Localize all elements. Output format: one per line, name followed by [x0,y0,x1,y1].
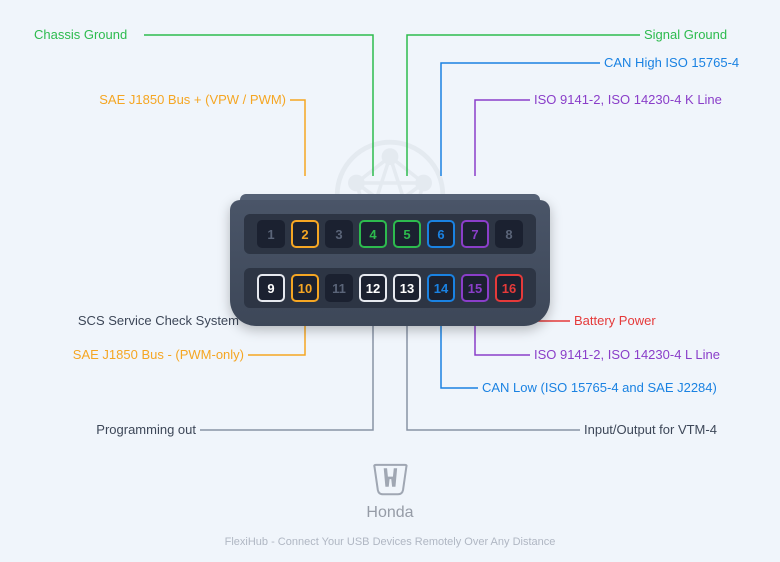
label-prog-out: Programming out [96,422,196,437]
pin-2: 2 [291,220,319,248]
pin-15: 15 [461,274,489,302]
pin-5: 5 [393,220,421,248]
honda-logo-icon [369,463,411,497]
label-sae-plus: SAE J1850 Bus + (VPW / PWM) [99,92,286,107]
pin-row-bottom: 910111213141516 [244,268,536,308]
pin-14: 14 [427,274,455,302]
pin-10: 10 [291,274,319,302]
label-scs: SCS Service Check System [78,313,239,328]
pin-row-top: 12345678 [244,214,536,254]
pin-8: 8 [495,220,523,248]
label-signal-ground: Signal Ground [644,27,727,42]
label-can-high: CAN High ISO 15765-4 [604,55,739,70]
label-iso-k: ISO 9141-2, ISO 14230-4 K Line [534,92,722,107]
label-sae-minus: SAE J1850 Bus - (PWM-only) [73,347,244,362]
pin-13: 13 [393,274,421,302]
pin-12: 12 [359,274,387,302]
label-iso-l: ISO 9141-2, ISO 14230-4 L Line [534,347,720,362]
label-battery: Battery Power [574,313,656,328]
pin-6: 6 [427,220,455,248]
label-can-low: CAN Low (ISO 15765-4 and SAE J2284) [482,380,717,395]
pin-3: 3 [325,220,353,248]
pin-16: 16 [495,274,523,302]
pin-11: 11 [325,274,353,302]
label-chassis-ground: Chassis Ground [34,27,127,42]
pin-4: 4 [359,220,387,248]
pin-1: 1 [257,220,285,248]
label-vtm4: Input/Output for VTM-4 [584,422,717,437]
brand-name: Honda [366,504,413,522]
brand-block: Honda [366,463,413,522]
pin-9: 9 [257,274,285,302]
obd-connector: 12345678 910111213141516 [230,200,550,326]
pin-7: 7 [461,220,489,248]
tagline-text: FlexiHub - Connect Your USB Devices Remo… [225,536,556,548]
